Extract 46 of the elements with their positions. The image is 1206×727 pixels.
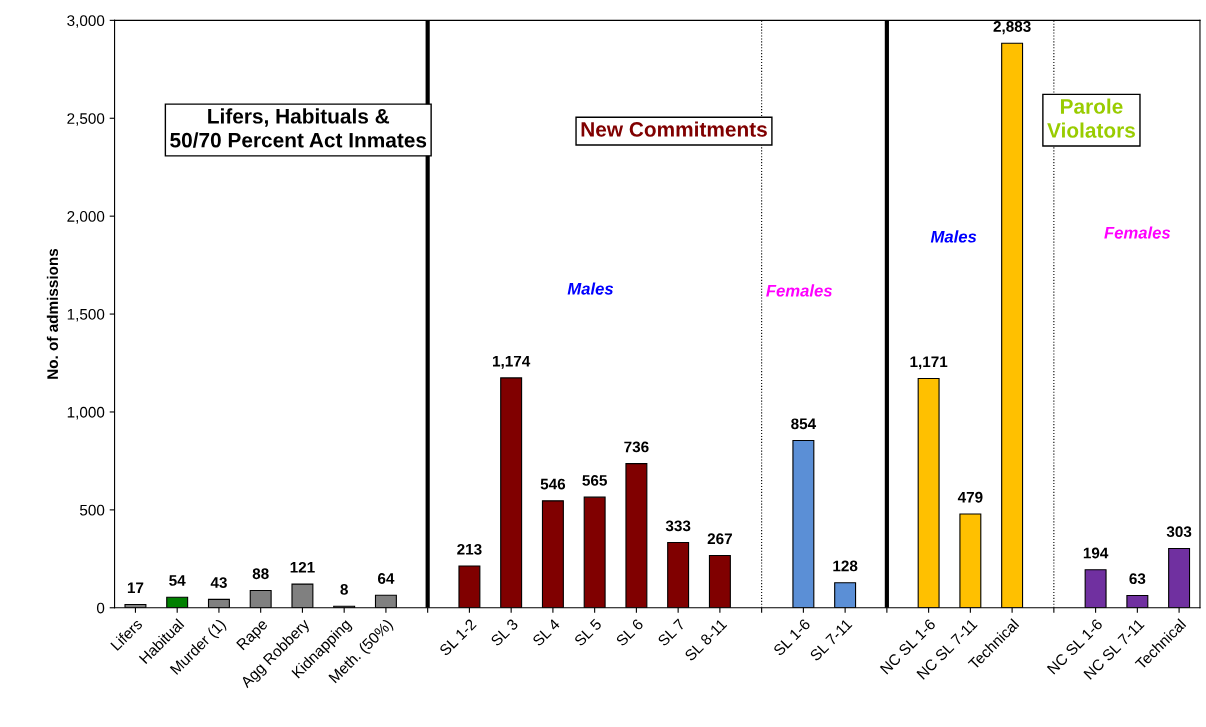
data-label: 267 (707, 533, 732, 545)
data-label: 88 (252, 568, 269, 580)
x-tick-label: SL 1-2 (438, 618, 477, 657)
data-label: 736 (624, 441, 649, 453)
annotation: Males (930, 230, 977, 243)
annotation: New Commitments (581, 121, 767, 137)
x-tick-label: SL 7-11 (809, 618, 853, 662)
data-label: 479 (957, 491, 983, 503)
data-label: 565 (582, 474, 607, 486)
x-tick-label: SL 4 (531, 618, 561, 647)
data-label: 1,174 (493, 355, 531, 369)
data-label: 121 (290, 561, 315, 573)
x-tick-label: SL 8-11 (684, 618, 728, 662)
y-tick-label: 3,000 (67, 15, 105, 28)
annotation: Males (567, 282, 614, 295)
x-tick-label: SL 5 (573, 618, 603, 647)
x-tick-label: SL 7 (657, 618, 686, 647)
data-label: 1,171 (910, 356, 948, 370)
data-label: 546 (540, 478, 566, 490)
y-tick-label: 0 (96, 602, 105, 614)
data-label: 43 (210, 577, 227, 589)
data-label: 854 (791, 418, 817, 430)
y-tick-label: 2,500 (67, 113, 105, 126)
data-label: 54 (169, 575, 186, 586)
y-tick-label: 500 (79, 504, 105, 516)
data-label: 213 (457, 543, 482, 555)
x-tick-label: SL 6 (615, 618, 644, 647)
data-label: 333 (665, 520, 691, 532)
data-label: 63 (1129, 573, 1146, 585)
y-tick-label: 2,000 (67, 211, 105, 224)
data-label: 8 (340, 584, 348, 595)
data-label: 194 (1083, 547, 1109, 559)
annotation: Females (1104, 226, 1171, 239)
data-label: 303 (1166, 526, 1192, 538)
data-label: 2,883 (993, 21, 1031, 35)
y-axis-title: No. of admissions (46, 248, 59, 379)
data-label: 17 (127, 582, 144, 593)
x-tick-label: SL 3 (490, 618, 519, 647)
x-tick-label: SL 1-6 (772, 618, 811, 657)
annotation: Lifers, Habituals & 50/70 Percent Act Inmates (170, 108, 427, 148)
annotation: Parole Violators (1047, 98, 1135, 138)
data-label: 64 (377, 573, 395, 584)
y-tick-label: 1,000 (67, 406, 105, 420)
data-label: 128 (833, 560, 858, 572)
annotation: Females (766, 284, 832, 297)
y-tick-label: 1,500 (67, 308, 105, 322)
